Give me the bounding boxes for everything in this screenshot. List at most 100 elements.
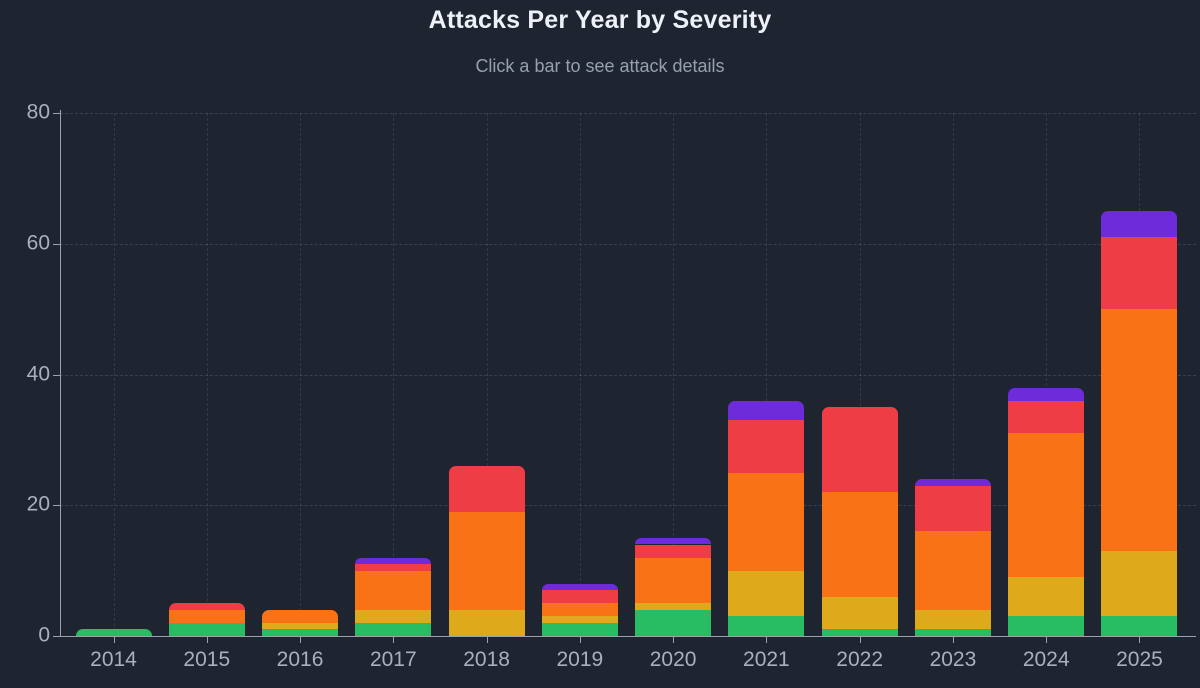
bar-segment-yellow-2019[interactable] — [541, 616, 618, 623]
bar-segment-purple-2017[interactable] — [355, 557, 432, 565]
chart-subtitle: Click a bar to see attack details — [475, 56, 725, 76]
bar-segment-red-2024[interactable] — [1008, 400, 1085, 434]
x-tick-2023 — [952, 636, 954, 643]
bar-2018[interactable] — [448, 466, 525, 636]
bar-segment-green-2016[interactable] — [262, 629, 339, 636]
bar-segment-orange-2017[interactable] — [355, 570, 432, 610]
bar-segment-orange-2016[interactable] — [262, 609, 339, 623]
bar-segment-orange-2022[interactable] — [821, 492, 898, 597]
bar-2015[interactable] — [168, 603, 245, 636]
y-tick-label-60: 60 — [26, 231, 50, 255]
bar-2017[interactable] — [355, 557, 432, 636]
x-tick-2020 — [673, 636, 675, 643]
bar-segment-yellow-2025[interactable] — [1101, 551, 1178, 617]
bar-segment-yellow-2021[interactable] — [728, 570, 805, 617]
bar-segment-purple-2020[interactable] — [635, 537, 712, 545]
bar-segment-green-2015[interactable] — [168, 622, 245, 636]
v-gridline-2024 — [1046, 113, 1048, 636]
bar-segment-purple-2021[interactable] — [728, 400, 805, 421]
bar-2021[interactable] — [728, 400, 805, 636]
x-tick-label-2022: 2022 — [836, 648, 884, 671]
v-gridline-2020 — [673, 113, 675, 636]
x-tick-label-2017: 2017 — [369, 648, 417, 671]
bar-2016[interactable] — [262, 609, 339, 636]
v-gridline-2019 — [579, 113, 581, 636]
v-gridline-2014 — [113, 113, 115, 636]
bar-segment-yellow-2017[interactable] — [355, 609, 432, 623]
y-tick-label-80: 80 — [26, 100, 50, 124]
x-tick-2025 — [1139, 636, 1141, 643]
bar-segment-green-2024[interactable] — [1008, 616, 1085, 636]
bar-segment-orange-2024[interactable] — [1008, 433, 1085, 578]
x-axis-line — [60, 636, 1196, 637]
bar-2025[interactable] — [1101, 211, 1178, 636]
bar-segment-purple-2023[interactable] — [914, 479, 991, 486]
bar-segment-red-2020[interactable] — [635, 544, 712, 558]
bar-segment-yellow-2016[interactable] — [262, 622, 339, 630]
h-gridline-20 — [60, 505, 1196, 507]
bar-segment-yellow-2023[interactable] — [914, 609, 991, 630]
x-tick-2021 — [766, 636, 768, 643]
x-tick-label-2015: 2015 — [183, 648, 231, 671]
bar-segment-green-2014[interactable] — [75, 629, 152, 636]
bar-2019[interactable] — [541, 583, 618, 636]
bar-segment-purple-2025[interactable] — [1101, 211, 1178, 238]
h-gridline-60 — [60, 243, 1196, 245]
x-tick-label-2014: 2014 — [90, 648, 137, 671]
x-tick-label-2019: 2019 — [556, 648, 604, 671]
x-tick-label-2021: 2021 — [743, 648, 790, 671]
bar-segment-red-2021[interactable] — [728, 420, 805, 473]
x-tick-2016 — [300, 636, 302, 643]
y-tick-label-0: 0 — [38, 623, 50, 647]
x-tick-label-2023: 2023 — [929, 648, 977, 671]
x-tick-2015 — [206, 636, 208, 643]
bar-2014[interactable] — [75, 629, 152, 636]
bar-segment-green-2022[interactable] — [821, 629, 898, 636]
x-tick-label-2024: 2024 — [1022, 648, 1070, 671]
bar-segment-green-2023[interactable] — [914, 629, 991, 636]
x-tick-label-2025: 2025 — [1116, 648, 1163, 671]
bar-segment-red-2017[interactable] — [355, 564, 432, 571]
x-tick-label-2016: 2016 — [276, 648, 324, 671]
y-tick-40 — [53, 374, 60, 376]
y-tick-0 — [53, 636, 60, 637]
bar-segment-green-2020[interactable] — [635, 609, 712, 636]
y-tick-80 — [53, 113, 60, 114]
bar-segment-red-2018[interactable] — [448, 466, 525, 512]
bar-segment-purple-2024[interactable] — [1008, 387, 1085, 401]
x-tick-2018 — [486, 636, 488, 643]
bar-segment-green-2021[interactable] — [728, 616, 805, 636]
bar-segment-orange-2025[interactable] — [1101, 309, 1178, 552]
chart-title: Attacks Per Year by Severity — [428, 6, 772, 34]
bar-segment-orange-2023[interactable] — [914, 531, 991, 610]
bar-segment-green-2017[interactable] — [355, 622, 432, 636]
bar-segment-orange-2015[interactable] — [168, 609, 245, 623]
bar-segment-green-2025[interactable] — [1101, 616, 1178, 636]
bar-segment-red-2023[interactable] — [914, 485, 991, 532]
v-gridline-2021 — [766, 113, 768, 636]
bar-segment-purple-2019[interactable] — [541, 583, 618, 591]
bar-segment-red-2025[interactable] — [1101, 237, 1178, 310]
bar-segment-orange-2020[interactable] — [635, 557, 712, 604]
bar-segment-yellow-2018[interactable] — [448, 609, 525, 636]
v-gridline-2015 — [206, 113, 208, 636]
bar-segment-yellow-2024[interactable] — [1008, 577, 1085, 617]
bar-2022[interactable] — [821, 407, 898, 636]
x-tick-2019 — [579, 636, 581, 643]
bar-segment-red-2015[interactable] — [168, 603, 245, 610]
bar-segment-orange-2019[interactable] — [541, 603, 618, 617]
bar-2020[interactable] — [635, 537, 712, 636]
bar-segment-orange-2018[interactable] — [448, 511, 525, 610]
v-gridline-2022 — [859, 113, 861, 636]
bar-segment-orange-2021[interactable] — [728, 472, 805, 571]
bar-segment-green-2019[interactable] — [541, 622, 618, 636]
y-axis-line — [60, 110, 61, 636]
bar-segment-red-2022[interactable] — [821, 407, 898, 493]
bar-2024[interactable] — [1008, 387, 1085, 636]
bar-2023[interactable] — [914, 479, 991, 636]
x-tick-2022 — [859, 636, 861, 643]
bar-segment-yellow-2020[interactable] — [635, 603, 712, 610]
bar-segment-yellow-2022[interactable] — [821, 596, 898, 630]
bar-segment-red-2019[interactable] — [541, 590, 618, 604]
